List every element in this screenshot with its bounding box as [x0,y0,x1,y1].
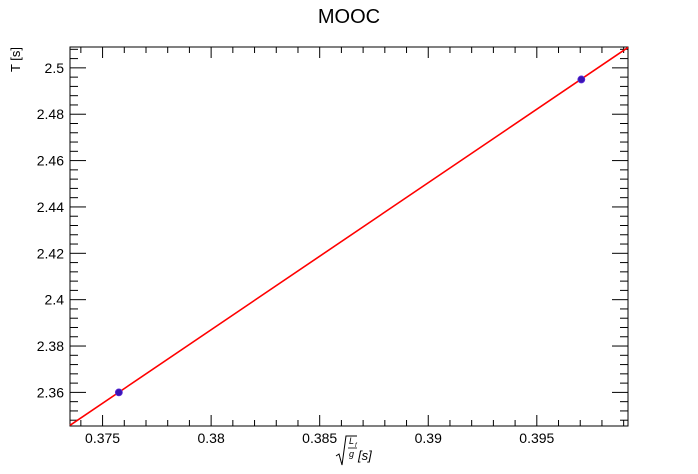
y-tick-label: 2.4 [45,292,65,308]
y-tick-label: 2.42 [37,245,64,261]
x-label-denominator: g [349,449,354,459]
sqrt-sign [335,435,357,466]
x-tick-label: 0.38 [198,430,225,446]
x-label-numerator: L [349,436,354,446]
y-tick-label: 2.36 [37,384,64,400]
y-tick-label: 2.38 [37,338,64,354]
x-tick-label: 0.395 [519,430,554,446]
y-axis-ticks [70,48,628,421]
x-label-unit: [s] [357,448,372,463]
x-axis-ticks [80,47,625,426]
x-tick-label: 0.375 [85,430,120,446]
x-tick-label: 0.385 [302,430,337,446]
data-points [114,75,586,397]
x-tick-label: 0.39 [415,430,442,446]
y-axis-tick-labels: 2.36 2.38 2.4 2.42 2.44 2.46 2.48 2.5 [37,60,64,401]
chart-title: MOOC [318,6,380,28]
fit-line [69,46,629,426]
data-point [114,388,123,397]
y-tick-label: 2.5 [45,60,65,76]
y-tick-label: 2.44 [37,199,64,215]
x-label-numerator-subscript: f [355,443,358,449]
x-axis-tick-labels: 0.375 0.38 0.385 0.39 0.395 [85,430,554,446]
x-axis-label: L f g [s] [335,435,372,466]
data-point [577,75,586,84]
y-tick-label: 2.48 [37,106,64,122]
y-axis-label: T [s] [8,47,23,72]
plot-frame [69,46,629,427]
y-tick-label: 2.46 [37,153,64,169]
